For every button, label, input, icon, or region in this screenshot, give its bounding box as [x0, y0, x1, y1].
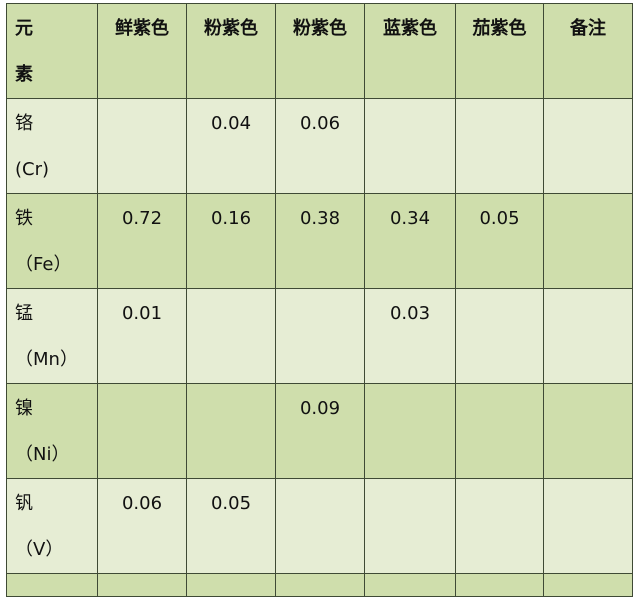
value-cell — [455, 383, 544, 479]
element-symbol: （Mn） — [15, 349, 78, 370]
value-cell — [364, 478, 456, 574]
header-cell: 备注 — [543, 3, 633, 99]
element-cell: 钒 （V） — [6, 478, 98, 574]
empty-cell — [6, 573, 98, 597]
header-cell: 元素 — [6, 3, 98, 99]
value-cell — [97, 98, 187, 194]
element-name: 钒 — [15, 493, 33, 514]
value-cell — [97, 383, 187, 479]
value-cell — [455, 478, 544, 574]
header-cell: 鲜紫色 — [97, 3, 187, 99]
value-cell: 0.03 — [364, 288, 456, 384]
element-cell: 铬 (Cr) — [6, 98, 98, 194]
empty-cell — [364, 573, 456, 597]
element-cell: 镍 （Ni） — [6, 383, 98, 479]
element-cell: 锰 （Mn） — [6, 288, 98, 384]
header-cell: 粉紫色 — [275, 3, 365, 99]
element-symbol: （Ni） — [15, 444, 70, 465]
element-name: 铬 — [15, 113, 33, 134]
value-cell — [186, 288, 276, 384]
empty-cell — [455, 573, 544, 597]
value-cell: 0.04 — [186, 98, 276, 194]
value-cell: 0.16 — [186, 193, 276, 289]
value-cell: 0.05 — [186, 478, 276, 574]
element-symbol: (Cr) — [15, 159, 50, 180]
empty-cell — [97, 573, 187, 597]
value-cell: 0.01 — [97, 288, 187, 384]
value-cell — [455, 98, 544, 194]
element-symbol: （Fe） — [15, 254, 72, 275]
value-cell — [455, 288, 544, 384]
element-symbol: （V） — [15, 539, 64, 560]
value-cell — [364, 383, 456, 479]
value-cell: 0.72 — [97, 193, 187, 289]
value-cell: 0.09 — [275, 383, 365, 479]
value-cell — [186, 383, 276, 479]
value-cell — [364, 98, 456, 194]
element-name: 铁 — [15, 208, 33, 229]
table-row: 铬 (Cr) 0.04 0.06 — [6, 98, 633, 194]
header-row: 元素鲜紫色 粉紫色 粉紫色 蓝紫色 茄紫色 备注 — [6, 3, 633, 99]
table-row: 钒 （V） 0.06 0.05 — [6, 478, 633, 574]
value-cell — [275, 478, 365, 574]
element-name: 锰 — [15, 303, 33, 324]
value-cell — [543, 193, 633, 289]
element-composition-table: 元素鲜紫色 粉紫色 粉紫色 蓝紫色 茄紫色 备注铬 (Cr) 0.04 0.06 铁（Fe） 0.7… — [6, 3, 633, 597]
header-cell: 粉紫色 — [186, 3, 276, 99]
element-name: 镍 — [15, 398, 33, 419]
empty-cell — [275, 573, 365, 597]
value-cell: 0.38 — [275, 193, 365, 289]
value-cell — [543, 478, 633, 574]
value-cell — [543, 288, 633, 384]
table-row: 镍 （Ni） 0.09 — [6, 383, 633, 479]
table-row: 铁 （Fe） 0.72 0.16 0.38 0.34 0.05 — [6, 193, 633, 289]
value-cell: 0.06 — [97, 478, 187, 574]
element-cell: 铁 （Fe） — [6, 193, 98, 289]
value-cell — [275, 288, 365, 384]
value-cell: 0.06 — [275, 98, 365, 194]
table-row: 锰 （Mn） 0.01 0.03 — [6, 288, 633, 384]
empty-cell — [186, 573, 276, 597]
value-cell — [543, 383, 633, 479]
table-row — [6, 573, 633, 597]
empty-cell — [543, 573, 633, 597]
value-cell — [543, 98, 633, 194]
value-cell: 0.05 — [455, 193, 544, 289]
header-line: 素 — [15, 64, 33, 85]
header-line: 元 — [15, 18, 33, 39]
header-cell: 蓝紫色 — [364, 3, 456, 99]
value-cell: 0.34 — [364, 193, 456, 289]
header-cell: 茄紫色 — [455, 3, 544, 99]
